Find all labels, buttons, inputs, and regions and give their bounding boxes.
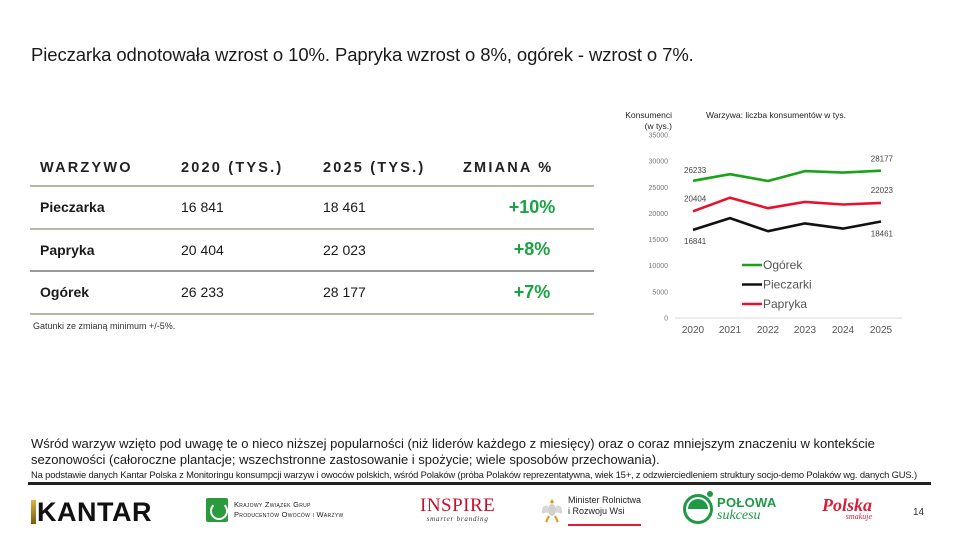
row-2025: 18 461 bbox=[323, 199, 366, 216]
data-label: 22023 bbox=[871, 186, 894, 195]
y-tick-label: 5000 bbox=[652, 289, 668, 296]
legend-label: Papryka bbox=[763, 297, 807, 311]
row-2020: 16 841 bbox=[181, 199, 224, 216]
row-2025: 22 023 bbox=[323, 241, 366, 258]
kzgp-logo: Krajowy Związek Grup Producentów Owoców … bbox=[206, 498, 343, 522]
series-line-pieczarki bbox=[692, 216, 882, 233]
ministry-line2: i Rozwoju Wsi bbox=[568, 506, 625, 516]
chart-title: Warzywa: liczba konsumentów w tys. bbox=[706, 110, 846, 120]
table-header-row: WARZYWO 2020 (TYS.) 2025 (TYS.) ZMIANA % bbox=[30, 150, 594, 187]
x-tick-label: 2022 bbox=[757, 325, 780, 336]
header-2025: 2025 (TYS.) bbox=[323, 159, 426, 176]
ministry-logo: Minister Rolnictwa i Rozwoju Wsi bbox=[540, 495, 642, 526]
polowa-circle-icon bbox=[683, 494, 713, 524]
footer-divider bbox=[28, 482, 931, 485]
x-tick-label: 2024 bbox=[832, 325, 855, 336]
header-vegetable: WARZYWO bbox=[40, 159, 133, 176]
polowa-dot-icon bbox=[707, 491, 713, 497]
x-tick-label: 2025 bbox=[870, 325, 893, 336]
row-2020: 20 404 bbox=[181, 241, 224, 258]
table-row: Papryka 20 404 22 023 +8% bbox=[30, 230, 594, 272]
data-label: 26233 bbox=[684, 166, 707, 175]
row-change: +10% bbox=[508, 196, 556, 217]
polowa-sukcesu-logo: POŁOWA sukcesu bbox=[683, 491, 777, 524]
inspire-text: INSPIRE bbox=[420, 495, 496, 516]
source-note: Na podstawie danych Kantar Polska z Moni… bbox=[31, 469, 917, 480]
table-note: Gatunki ze zmianą minimum +/-5%. bbox=[33, 321, 176, 331]
legend-label: Ogórek bbox=[763, 258, 803, 272]
data-label: 18461 bbox=[871, 229, 894, 238]
description-text: Wśród warzyw wzięto pod uwagę te o nieco… bbox=[31, 436, 875, 467]
y-tick-label: 15000 bbox=[649, 237, 669, 244]
series-line-ogórek bbox=[692, 169, 882, 183]
y-axis-label-unit: (w tys.) bbox=[645, 121, 673, 131]
polowa-line1: POŁOWA bbox=[717, 494, 777, 510]
y-tick-label: 20000 bbox=[649, 211, 669, 218]
row-change: +7% bbox=[513, 281, 551, 302]
slide-title: Pieczarka odnotowała wzrost o 10%. Papry… bbox=[31, 44, 694, 65]
series-line-papryka bbox=[692, 196, 882, 213]
polska-smakuje-logo: Polska smakuje bbox=[822, 496, 872, 521]
polowa-line2: sukcesu bbox=[717, 507, 761, 523]
kantar-bar-icon bbox=[31, 500, 36, 524]
inspire-subtext: smarter branding bbox=[426, 515, 489, 523]
row-change: +8% bbox=[513, 239, 551, 260]
data-label: 28177 bbox=[871, 155, 894, 164]
row-name: Pieczarka bbox=[40, 199, 105, 216]
kantar-logo: KANTAR bbox=[31, 497, 152, 528]
x-tick-label: 2020 bbox=[682, 325, 705, 336]
x-tick-label: 2021 bbox=[719, 325, 742, 336]
inspire-logo: INSPIRE smarter branding bbox=[420, 495, 496, 523]
kzgp-line1: Krajowy Związek Grup bbox=[234, 500, 311, 509]
ministry-line1: Minister Rolnictwa bbox=[568, 495, 642, 505]
page-number: 14 bbox=[913, 507, 925, 518]
y-tick-label: 35000 bbox=[649, 133, 669, 140]
eagle-emblem-icon bbox=[541, 498, 563, 522]
header-2020: 2020 (TYS.) bbox=[181, 159, 284, 176]
row-2025: 28 177 bbox=[323, 284, 366, 301]
table-row: Pieczarka 16 841 18 461 +10% bbox=[30, 187, 594, 230]
y-tick-label: 30000 bbox=[649, 159, 669, 166]
table-row: Ogórek 26 233 28 177 +7% bbox=[30, 272, 594, 315]
data-label: 16841 bbox=[684, 237, 707, 246]
y-tick-label: 0 bbox=[664, 316, 668, 323]
header-change: ZMIANA % bbox=[463, 159, 554, 176]
data-label: 20404 bbox=[684, 194, 707, 203]
row-name: Ogórek bbox=[40, 284, 90, 301]
polska-line1: Polska bbox=[822, 495, 873, 515]
row-name: Papryka bbox=[40, 241, 95, 258]
line-chart: Konsumenci (w tys.) Warzywa: liczba konsum… bbox=[600, 105, 920, 345]
y-tick-label: 25000 bbox=[649, 185, 669, 192]
legend-label: Pieczarki bbox=[763, 278, 812, 292]
row-2020: 26 233 bbox=[181, 284, 224, 301]
y-tick-label: 10000 bbox=[649, 263, 669, 270]
y-axis-label: Konsumenci bbox=[625, 110, 672, 120]
vegetable-table: WARZYWO 2020 (TYS.) 2025 (TYS.) ZMIANA %… bbox=[30, 150, 594, 315]
kzgp-icon bbox=[206, 498, 228, 522]
x-tick-label: 2023 bbox=[794, 325, 817, 336]
polska-line2: smakuje bbox=[845, 512, 873, 521]
chart-canvas: Konsumenci(w tys.) Warzywa: liczba konsum… bbox=[625, 110, 902, 336]
kzgp-line2: Producentów Owoców i Warzyw bbox=[234, 510, 344, 519]
kantar-logo-text: KANTAR bbox=[37, 497, 152, 527]
